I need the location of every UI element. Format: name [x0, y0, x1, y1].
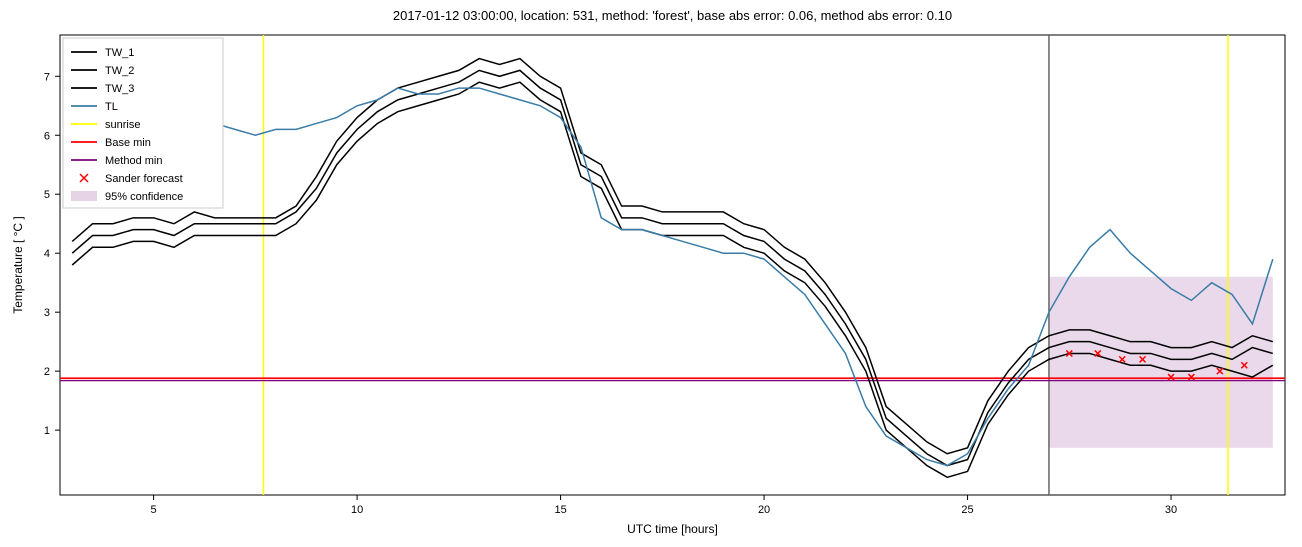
xtick-label: 30 — [1165, 504, 1177, 516]
legend-label: sunrise — [105, 119, 140, 131]
legend-label: Method min — [105, 155, 162, 167]
ytick-label: 7 — [44, 71, 50, 83]
ylabel: Temperature [ °C ] — [11, 216, 25, 314]
xtick-label: 5 — [151, 504, 157, 516]
legend-label: TW_2 — [105, 65, 134, 77]
legend-swatch — [71, 191, 97, 201]
chart-container: 5 10 15 20 25 30 1 2 3 4 5 6 7 UTC time [hours] Temper… — [0, 0, 1302, 547]
chart-title: 2017-01-12 03:00:00, location: 531, meth… — [393, 8, 952, 23]
ytick-label: 3 — [44, 307, 50, 319]
ytick-label: 2 — [44, 366, 50, 378]
ytick-label: 6 — [44, 130, 50, 142]
xtick-label: 10 — [351, 504, 363, 516]
legend-label: TW_3 — [105, 83, 134, 95]
xtick-label: 20 — [758, 504, 770, 516]
ytick-label: 5 — [44, 189, 50, 201]
legend-label: TL — [105, 101, 118, 113]
chart-svg: 5 10 15 20 25 30 1 2 3 4 5 6 7 UTC time [hours] Temper… — [0, 0, 1302, 547]
confidence-band — [1049, 277, 1273, 448]
ytick-label: 4 — [44, 248, 50, 260]
xtick-label: 25 — [961, 504, 973, 516]
legend-label: 95% confidence — [105, 191, 183, 203]
legend-label: TW_1 — [105, 47, 134, 59]
xtick-label: 15 — [554, 504, 566, 516]
xlabel: UTC time [hours] — [627, 522, 718, 536]
legend-label: Sander forecast — [105, 173, 183, 185]
legend-label: Base min — [105, 137, 151, 149]
ytick-label: 1 — [44, 425, 50, 437]
